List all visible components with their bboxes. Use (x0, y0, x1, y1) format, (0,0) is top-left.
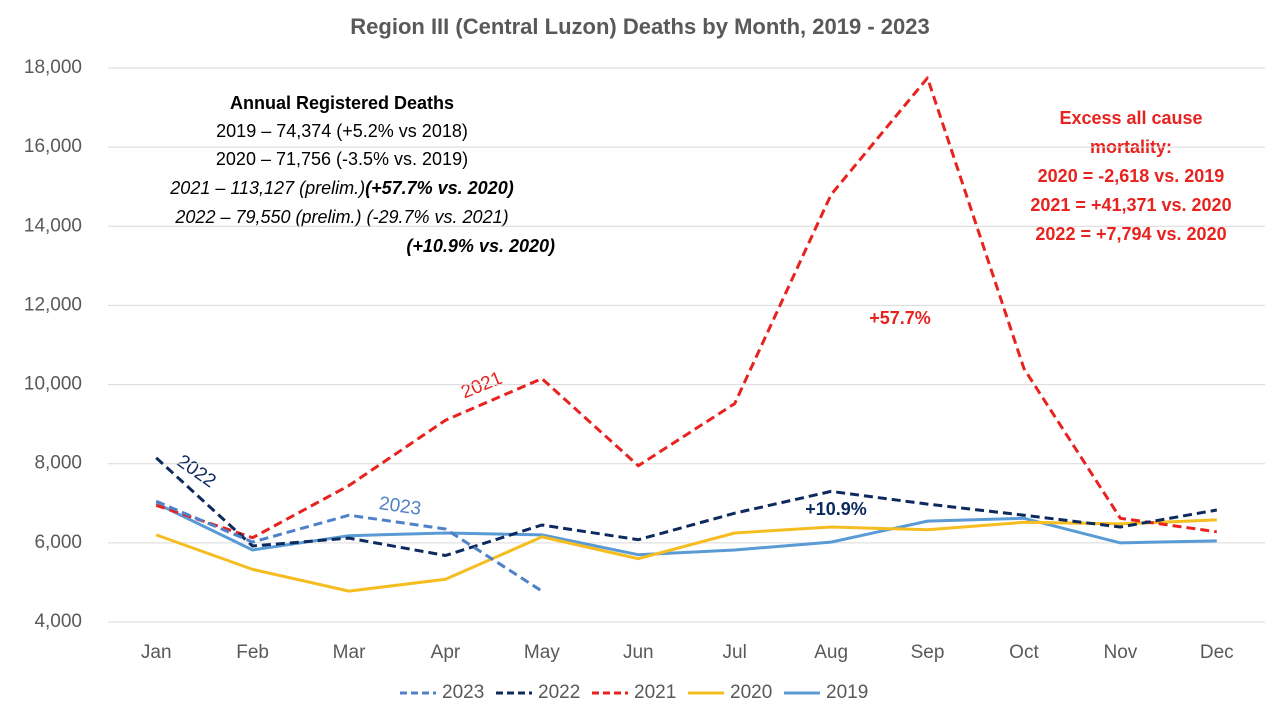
chart-title: Region III (Central Luzon) Deaths by Mon… (350, 14, 929, 39)
excess-line: 2022 = +7,794 vs. 2020 (1035, 224, 1226, 244)
y-tick-label: 10,000 (24, 374, 82, 395)
line-series (155, 456, 1218, 557)
x-tick-label: Sep (911, 642, 945, 663)
y-tick-label: 8,000 (34, 453, 82, 474)
box-heading: Annual Registered Deaths (230, 93, 454, 113)
annotation: +10.9% (805, 499, 867, 519)
x-tick-label: Oct (1009, 642, 1039, 663)
box-line: 2022 – 79,550 (prelim.) (-29.7% vs. 2021… (174, 207, 508, 227)
x-tick-label: Feb (236, 642, 269, 663)
line-series (155, 76, 1218, 540)
y-tick-label: 14,000 (24, 215, 82, 236)
y-tick-label: 16,000 (24, 136, 82, 157)
x-tick-label: Jan (141, 642, 172, 663)
series-label: 2023 (378, 493, 423, 520)
box-line: (+10.9% vs. 2020) (406, 236, 555, 256)
x-tick-label: Mar (333, 642, 366, 663)
y-tick-label: 12,000 (24, 294, 82, 315)
x-tick-label: Aug (814, 642, 848, 663)
box-line: 2021 – 113,127 (prelim.)(+57.7% vs. 2020… (169, 178, 513, 198)
legend-label: 2021 (634, 682, 676, 703)
y-tick-label: 18,000 (24, 57, 82, 78)
excess-line: 2021 = +41,371 vs. 2020 (1030, 195, 1231, 215)
y-tick-label: 6,000 (34, 532, 82, 553)
annotation: +57.7% (869, 308, 931, 328)
y-tick-label: 4,000 (34, 611, 82, 632)
series-label: 2022 (173, 451, 220, 492)
x-tick-label: Apr (431, 642, 461, 663)
box-line: 2020 – 71,756 (-3.5% vs. 2019) (216, 149, 468, 169)
legend-label: 2020 (730, 682, 772, 703)
excess-line: 2020 = -2,618 vs. 2019 (1038, 166, 1225, 186)
legend-label: 2022 (538, 682, 580, 703)
line-series (155, 518, 1217, 593)
grid (108, 67, 1265, 623)
excess-line: Excess all cause (1059, 108, 1202, 128)
line-series (155, 499, 543, 593)
legend-label: 2023 (442, 682, 484, 703)
box-line: 2019 – 74,374 (+5.2% vs 2018) (216, 121, 468, 141)
box-line-part: (+57.7% vs. 2020) (365, 178, 514, 198)
x-tick-label: Nov (1103, 642, 1137, 663)
x-tick-label: Dec (1200, 642, 1234, 663)
legend-label: 2019 (826, 682, 868, 703)
box-line-part: 2021 – 113,127 (prelim.) (169, 178, 365, 198)
x-tick-label: May (524, 642, 560, 663)
x-tick-label: Jun (623, 642, 654, 663)
x-tick-label: Jul (723, 642, 747, 663)
